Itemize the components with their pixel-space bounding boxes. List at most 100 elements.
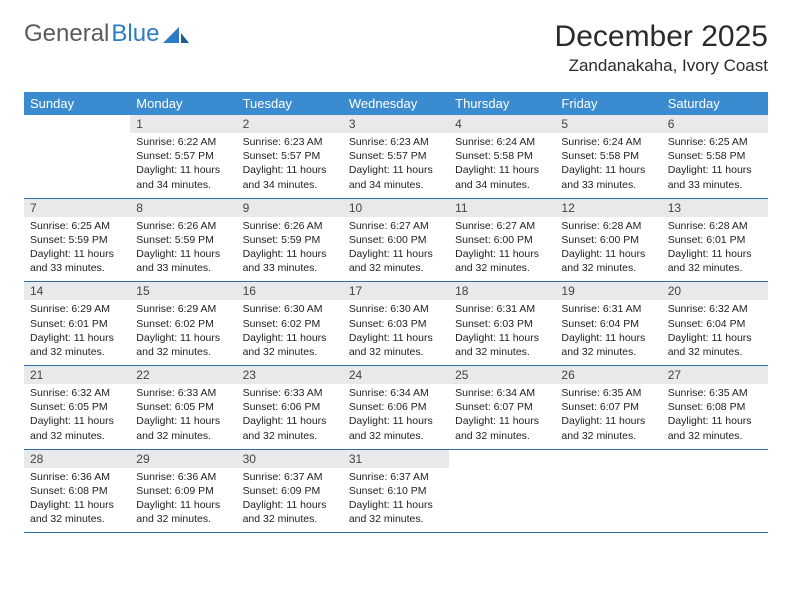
daylight-text: Daylight: 11 hours and 32 minutes. — [561, 331, 655, 359]
daylight-text: Daylight: 11 hours and 32 minutes. — [349, 414, 443, 442]
day-details: Sunrise: 6:28 AMSunset: 6:00 PMDaylight:… — [555, 217, 661, 282]
sunrise-text: Sunrise: 6:35 AM — [561, 386, 655, 400]
calendar-day-cell: 17Sunrise: 6:30 AMSunset: 6:03 PMDayligh… — [343, 282, 449, 366]
day-number: 25 — [449, 366, 555, 384]
calendar-day-cell: 16Sunrise: 6:30 AMSunset: 6:02 PMDayligh… — [237, 282, 343, 366]
daylight-text: Daylight: 11 hours and 32 minutes. — [30, 414, 124, 442]
weekday-header: Thursday — [449, 92, 555, 115]
calendar-week-row: 0 1Sunrise: 6:22 AMSunset: 5:57 PMDaylig… — [24, 115, 768, 198]
daylight-text: Daylight: 11 hours and 32 minutes. — [668, 331, 762, 359]
sunset-text: Sunset: 5:58 PM — [561, 149, 655, 163]
sunset-text: Sunset: 6:09 PM — [243, 484, 337, 498]
day-details: Sunrise: 6:37 AMSunset: 6:10 PMDaylight:… — [343, 468, 449, 533]
page-header: GeneralBlue December 2025 Zandanakaha, I… — [24, 20, 768, 76]
sunrise-text: Sunrise: 6:32 AM — [30, 386, 124, 400]
day-details: Sunrise: 6:37 AMSunset: 6:09 PMDaylight:… — [237, 468, 343, 533]
daylight-text: Daylight: 11 hours and 33 minutes. — [668, 163, 762, 191]
daylight-text: Daylight: 11 hours and 32 minutes. — [349, 331, 443, 359]
daylight-text: Daylight: 11 hours and 32 minutes. — [136, 331, 230, 359]
day-details: Sunrise: 6:33 AMSunset: 6:06 PMDaylight:… — [237, 384, 343, 449]
daylight-text: Daylight: 11 hours and 34 minutes. — [455, 163, 549, 191]
sunset-text: Sunset: 5:59 PM — [243, 233, 337, 247]
calendar-day-cell: 0 — [24, 115, 130, 198]
sunrise-text: Sunrise: 6:30 AM — [243, 302, 337, 316]
day-number: 28 — [24, 450, 130, 468]
calendar-day-cell: 24Sunrise: 6:34 AMSunset: 6:06 PMDayligh… — [343, 366, 449, 450]
day-number: 13 — [662, 199, 768, 217]
sunset-text: Sunset: 6:10 PM — [349, 484, 443, 498]
sunset-text: Sunset: 5:57 PM — [136, 149, 230, 163]
weekday-header: Monday — [130, 92, 236, 115]
day-details: Sunrise: 6:23 AMSunset: 5:57 PMDaylight:… — [343, 133, 449, 198]
daylight-text: Daylight: 11 hours and 32 minutes. — [349, 247, 443, 275]
title-location: Zandanakaha, Ivory Coast — [555, 56, 768, 76]
sunset-text: Sunset: 6:04 PM — [668, 317, 762, 331]
sunrise-text: Sunrise: 6:34 AM — [349, 386, 443, 400]
day-number: 1 — [130, 115, 236, 133]
sunrise-text: Sunrise: 6:24 AM — [561, 135, 655, 149]
title-month: December 2025 — [555, 20, 768, 54]
calendar-body: 0 1Sunrise: 6:22 AMSunset: 5:57 PMDaylig… — [24, 115, 768, 533]
calendar-day-cell: 26Sunrise: 6:35 AMSunset: 6:07 PMDayligh… — [555, 366, 661, 450]
calendar-week-row: 21Sunrise: 6:32 AMSunset: 6:05 PMDayligh… — [24, 366, 768, 450]
sunset-text: Sunset: 6:09 PM — [136, 484, 230, 498]
sunrise-text: Sunrise: 6:33 AM — [136, 386, 230, 400]
weekday-header: Sunday — [24, 92, 130, 115]
calendar-day-cell: 0 — [449, 449, 555, 533]
day-details: Sunrise: 6:36 AMSunset: 6:08 PMDaylight:… — [24, 468, 130, 533]
sunrise-text: Sunrise: 6:28 AM — [561, 219, 655, 233]
calendar-day-cell: 22Sunrise: 6:33 AMSunset: 6:05 PMDayligh… — [130, 366, 236, 450]
day-details: Sunrise: 6:30 AMSunset: 6:02 PMDaylight:… — [237, 300, 343, 365]
sunset-text: Sunset: 6:01 PM — [30, 317, 124, 331]
calendar-day-cell: 8Sunrise: 6:26 AMSunset: 5:59 PMDaylight… — [130, 198, 236, 282]
day-number: 22 — [130, 366, 236, 384]
day-number: 7 — [24, 199, 130, 217]
sunset-text: Sunset: 6:06 PM — [243, 400, 337, 414]
sunset-text: Sunset: 6:03 PM — [349, 317, 443, 331]
sunset-text: Sunset: 5:57 PM — [349, 149, 443, 163]
day-details: Sunrise: 6:34 AMSunset: 6:07 PMDaylight:… — [449, 384, 555, 449]
day-details: Sunrise: 6:31 AMSunset: 6:03 PMDaylight:… — [449, 300, 555, 365]
sunset-text: Sunset: 6:05 PM — [30, 400, 124, 414]
day-number: 29 — [130, 450, 236, 468]
day-number: 8 — [130, 199, 236, 217]
sunset-text: Sunset: 6:07 PM — [455, 400, 549, 414]
day-details: Sunrise: 6:29 AMSunset: 6:02 PMDaylight:… — [130, 300, 236, 365]
daylight-text: Daylight: 11 hours and 32 minutes. — [561, 247, 655, 275]
day-details: Sunrise: 6:33 AMSunset: 6:05 PMDaylight:… — [130, 384, 236, 449]
logo-text-blue: Blue — [111, 20, 159, 48]
day-number: 14 — [24, 282, 130, 300]
calendar-day-cell: 2Sunrise: 6:23 AMSunset: 5:57 PMDaylight… — [237, 115, 343, 198]
calendar-day-cell: 19Sunrise: 6:31 AMSunset: 6:04 PMDayligh… — [555, 282, 661, 366]
calendar-table: Sunday Monday Tuesday Wednesday Thursday… — [24, 92, 768, 533]
sunset-text: Sunset: 6:00 PM — [455, 233, 549, 247]
sunset-text: Sunset: 6:04 PM — [561, 317, 655, 331]
sunset-text: Sunset: 6:02 PM — [243, 317, 337, 331]
sunset-text: Sunset: 6:00 PM — [561, 233, 655, 247]
daylight-text: Daylight: 11 hours and 34 minutes. — [243, 163, 337, 191]
calendar-day-cell: 15Sunrise: 6:29 AMSunset: 6:02 PMDayligh… — [130, 282, 236, 366]
calendar-day-cell: 21Sunrise: 6:32 AMSunset: 6:05 PMDayligh… — [24, 366, 130, 450]
sunset-text: Sunset: 6:08 PM — [668, 400, 762, 414]
sunrise-text: Sunrise: 6:23 AM — [349, 135, 443, 149]
sail-icon — [163, 25, 189, 43]
day-details: Sunrise: 6:34 AMSunset: 6:06 PMDaylight:… — [343, 384, 449, 449]
calendar-day-cell: 13Sunrise: 6:28 AMSunset: 6:01 PMDayligh… — [662, 198, 768, 282]
calendar-day-cell: 29Sunrise: 6:36 AMSunset: 6:09 PMDayligh… — [130, 449, 236, 533]
day-details: Sunrise: 6:27 AMSunset: 6:00 PMDaylight:… — [449, 217, 555, 282]
sunset-text: Sunset: 6:06 PM — [349, 400, 443, 414]
daylight-text: Daylight: 11 hours and 32 minutes. — [349, 498, 443, 526]
calendar-day-cell: 20Sunrise: 6:32 AMSunset: 6:04 PMDayligh… — [662, 282, 768, 366]
calendar-day-cell: 23Sunrise: 6:33 AMSunset: 6:06 PMDayligh… — [237, 366, 343, 450]
day-number: 27 — [662, 366, 768, 384]
calendar-day-cell: 4Sunrise: 6:24 AMSunset: 5:58 PMDaylight… — [449, 115, 555, 198]
sunset-text: Sunset: 5:58 PM — [455, 149, 549, 163]
daylight-text: Daylight: 11 hours and 32 minutes. — [30, 498, 124, 526]
sunrise-text: Sunrise: 6:29 AM — [30, 302, 124, 316]
sunrise-text: Sunrise: 6:31 AM — [455, 302, 549, 316]
day-details: Sunrise: 6:28 AMSunset: 6:01 PMDaylight:… — [662, 217, 768, 282]
sunrise-text: Sunrise: 6:26 AM — [136, 219, 230, 233]
weekday-header: Tuesday — [237, 92, 343, 115]
sunrise-text: Sunrise: 6:33 AM — [243, 386, 337, 400]
calendar-day-cell: 28Sunrise: 6:36 AMSunset: 6:08 PMDayligh… — [24, 449, 130, 533]
